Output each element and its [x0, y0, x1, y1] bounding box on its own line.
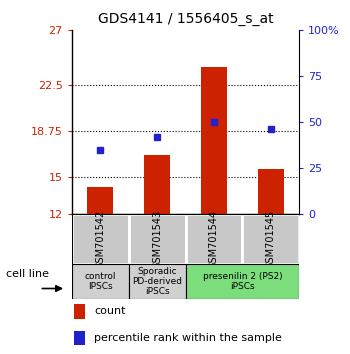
Text: percentile rank within the sample: percentile rank within the sample — [94, 333, 282, 343]
Bar — [74, 331, 85, 346]
Text: GSM701544: GSM701544 — [209, 209, 219, 269]
Text: GSM701542: GSM701542 — [95, 209, 105, 269]
Bar — [144, 155, 170, 214]
Bar — [201, 67, 227, 214]
Bar — [88, 187, 113, 214]
Bar — [129, 264, 186, 299]
Bar — [258, 169, 284, 214]
Text: Sporadic
PD-derived
iPSCs: Sporadic PD-derived iPSCs — [132, 267, 182, 296]
Text: GSM701545: GSM701545 — [266, 209, 276, 269]
Text: cell line: cell line — [6, 269, 49, 279]
Bar — [186, 214, 242, 264]
Bar — [72, 214, 129, 264]
Bar — [242, 214, 299, 264]
Bar — [186, 264, 299, 299]
Title: GDS4141 / 1556405_s_at: GDS4141 / 1556405_s_at — [98, 12, 273, 26]
Text: GSM701543: GSM701543 — [152, 209, 162, 269]
Text: count: count — [94, 307, 126, 316]
Bar — [72, 264, 129, 299]
Bar — [74, 304, 85, 319]
Text: control
IPSCs: control IPSCs — [84, 272, 116, 291]
Text: presenilin 2 (PS2)
iPSCs: presenilin 2 (PS2) iPSCs — [203, 272, 282, 291]
Bar — [129, 214, 186, 264]
